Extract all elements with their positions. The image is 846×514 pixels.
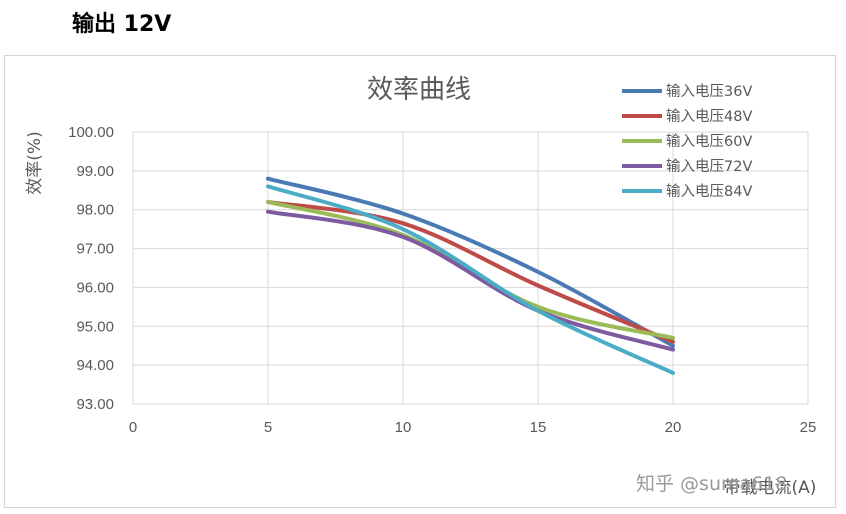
legend-label: 输入电压84V — [666, 183, 752, 200]
series-lines — [266, 176, 675, 375]
series-line-5 — [266, 184, 675, 375]
series-line-2 — [266, 199, 675, 344]
y-tick-label: 96.00 — [76, 279, 114, 296]
x-tick-label: 20 — [665, 419, 682, 436]
x-tick-label: 10 — [395, 419, 412, 436]
x-tick-label: 5 — [264, 419, 272, 436]
watermark: 知乎 @suma618 — [636, 473, 787, 495]
legend-label: 输入电压36V — [666, 83, 752, 100]
chart-title: 效率曲线 — [367, 75, 471, 105]
y-tick-label: 98.00 — [76, 202, 114, 219]
chart-frame — [4, 55, 836, 508]
y-tick-label: 100.00 — [68, 124, 114, 141]
legend-label: 输入电压60V — [666, 133, 752, 150]
legend-label: 输入电压48V — [666, 108, 752, 125]
tick-labels: 93.00 94.00 95.00 96.00 97.00 98.00 99.00 100.0… — [68, 124, 816, 436]
y-tick-label: 95.00 — [76, 318, 114, 335]
y-tick-label: 93.00 — [76, 396, 114, 413]
x-axis-label: 带载电流(A) — [724, 478, 817, 498]
legend-label: 输入电压72V — [666, 158, 752, 175]
x-tick-label: 15 — [530, 419, 547, 436]
x-tick-label: 25 — [800, 419, 817, 436]
legend: 输入电压36V 输入电压48V 输入电压60V 输入电压72V 输入电压84V — [622, 83, 752, 200]
y-tick-label: 99.00 — [76, 163, 114, 180]
series-line-4 — [266, 209, 675, 352]
series-line-1 — [266, 176, 675, 348]
x-tick-label: 0 — [129, 419, 137, 436]
y-tick-label: 94.00 — [76, 357, 114, 374]
page-heading: 输出 12V — [72, 12, 172, 37]
y-axis-label: 效率(%) — [25, 131, 45, 194]
y-tick-label: 97.00 — [76, 241, 114, 258]
